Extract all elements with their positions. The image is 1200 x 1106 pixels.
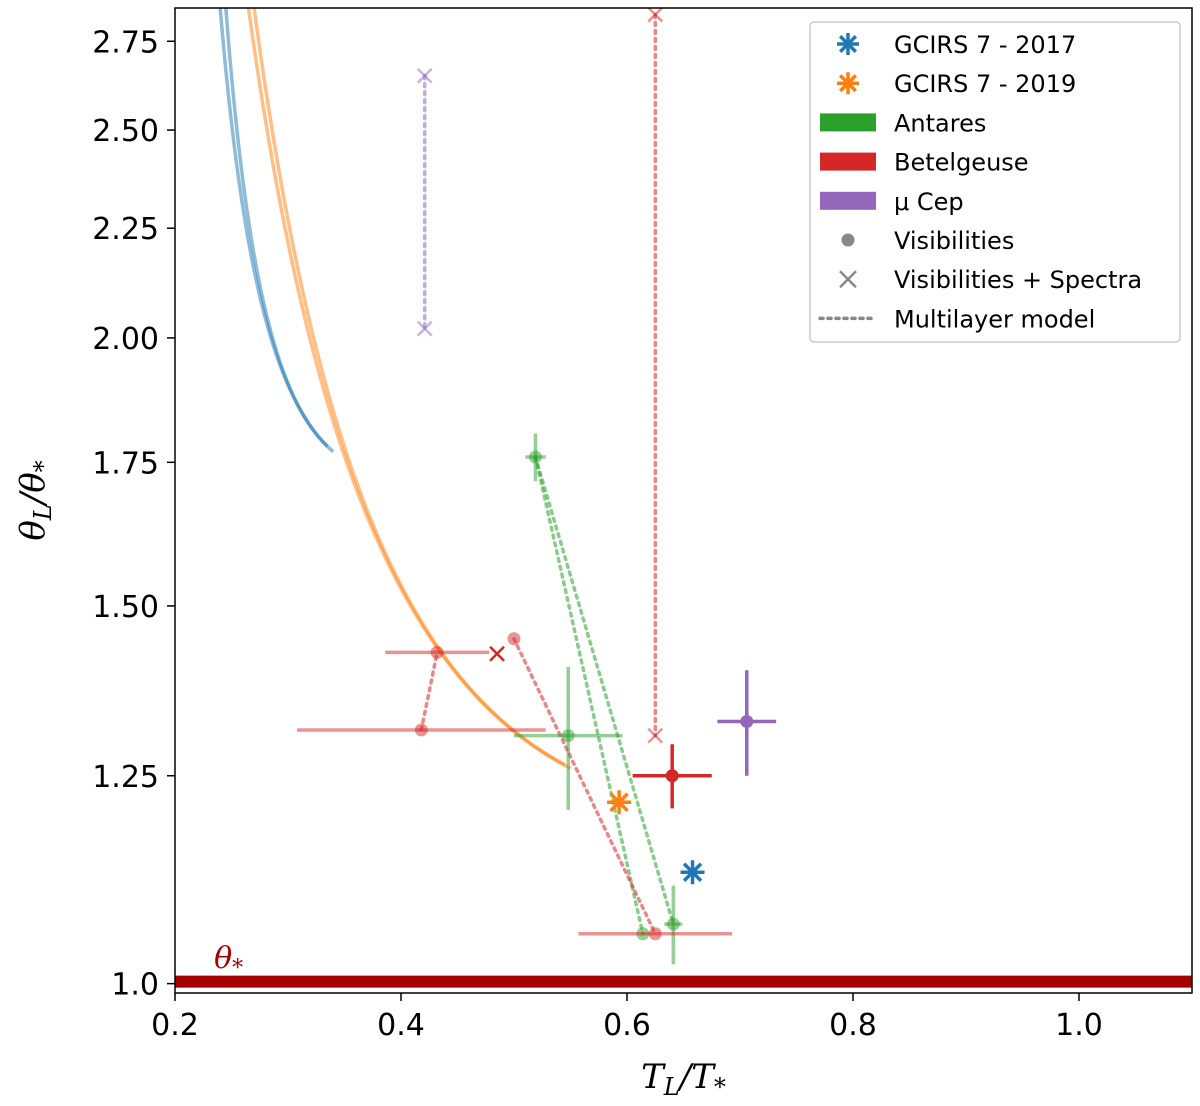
y-tick-label: 2.75 xyxy=(92,25,159,60)
data-point-3-4 xyxy=(507,632,521,646)
data-point-3-6-stroke-b xyxy=(647,8,664,23)
legend-item: GCIRS 7 - 2019 xyxy=(837,70,1076,98)
data-point-3-6 xyxy=(647,8,664,23)
legend-item: Betelgeuse xyxy=(820,149,1029,177)
data-point-4-2-stroke-b xyxy=(416,320,433,337)
y-tick-label: 2.50 xyxy=(92,114,159,149)
data-point-2-0 xyxy=(561,729,575,743)
legend-label: μ Cep xyxy=(894,188,964,216)
legend-star-marker-arm xyxy=(838,34,858,54)
data-point-3-0 xyxy=(665,769,679,783)
data-point-2-2 xyxy=(666,917,680,931)
data-point-2-1 xyxy=(528,450,542,464)
legend-item: μ Cep xyxy=(820,188,964,216)
legend-star-marker xyxy=(837,33,859,55)
multilayer-line-3 xyxy=(512,637,657,936)
plot-area xyxy=(175,8,1192,988)
legend-item: Antares xyxy=(820,109,986,137)
data-point-0-0 xyxy=(680,860,705,885)
multilayer-line-0 xyxy=(533,455,676,926)
x-tick-label: 0.6 xyxy=(603,1008,651,1043)
y-axis-label: θL/θ* xyxy=(13,460,57,540)
x-tick-label: 1.0 xyxy=(1055,1008,1103,1043)
data-point-4-2 xyxy=(416,320,433,337)
legend-star-marker xyxy=(837,72,859,95)
legend: GCIRS 7 - 2017 GCIRS 7 - 2019 Antares Betel… xyxy=(809,21,1181,343)
legend-patch xyxy=(820,191,876,210)
data-point-3-7 xyxy=(647,727,664,744)
data-point-4-1-stroke-b xyxy=(416,67,433,84)
legend-label: GCIRS 7 - 2017 xyxy=(894,31,1076,59)
data-point-1-0 xyxy=(607,790,632,815)
legend-patch xyxy=(820,113,876,132)
axis-ticks: 0.2 0.4 0.6 0.8 1.0 1.0 1.25 1.50 1.75 2.00 2.25 2.… xyxy=(92,25,1103,1043)
legend-item: GCIRS 7 - 2017 xyxy=(837,31,1076,59)
legend-label: Multilayer model xyxy=(894,305,1095,333)
data-point-1-0-arm xyxy=(609,792,629,812)
legend-label: GCIRS 7 - 2019 xyxy=(894,70,1076,98)
data-point-3-7-stroke-b xyxy=(647,727,664,744)
legend-cross-marker xyxy=(839,270,857,289)
multilayer-line-1 xyxy=(533,455,645,936)
data-point-3-3 xyxy=(414,723,428,737)
x-tick-label: 0.4 xyxy=(377,1008,425,1043)
y-tick-label: 2.25 xyxy=(92,212,159,247)
multilayer-line-2 xyxy=(419,650,439,732)
series-betelgeuse xyxy=(297,8,733,941)
axes-frame xyxy=(174,7,1193,994)
data-point-3-1-stroke-b xyxy=(489,645,505,662)
theta-star-annotation: θ* xyxy=(214,941,243,981)
legend-label: Antares xyxy=(894,109,986,137)
curve-0 xyxy=(224,8,329,448)
x-axis-label: TL/T* xyxy=(641,1057,726,1101)
legend-item: Visibilities + Spectra xyxy=(839,266,1142,294)
y-tick-label: 1.0 xyxy=(111,968,159,1003)
series-gcirs-7-2017 xyxy=(680,860,705,885)
legend-item: Visibilities xyxy=(841,227,1014,255)
y-tick-label: 1.75 xyxy=(92,446,159,481)
data-point-3-1 xyxy=(489,645,505,662)
legend-label: Visibilities xyxy=(894,227,1014,255)
legend-dot-marker xyxy=(841,233,855,247)
legend-patch xyxy=(820,152,876,171)
legend-star-marker-arm xyxy=(838,74,858,93)
series-gcirs-7-2019 xyxy=(607,790,632,815)
data-point-3-2 xyxy=(430,645,444,659)
x-tick-label: 0.2 xyxy=(151,1008,199,1043)
legend-label: Visibilities + Spectra xyxy=(894,266,1142,294)
data-point-4-1 xyxy=(416,67,433,84)
series--cep xyxy=(416,67,777,776)
legend-cross-marker-stroke-b xyxy=(839,270,857,289)
legend-label: Betelgeuse xyxy=(894,149,1029,177)
data-point-3-5 xyxy=(648,927,662,941)
y-tick-label: 1.50 xyxy=(92,590,159,625)
x-tick-label: 0.8 xyxy=(829,1008,877,1043)
data-point-0-0-arm xyxy=(682,862,703,882)
curve-3 xyxy=(252,8,566,767)
legend-item: Multilayer model xyxy=(818,305,1095,333)
curve-1 xyxy=(218,8,335,454)
legend-box xyxy=(809,21,1181,343)
data-point-4-0 xyxy=(740,714,754,728)
y-tick-label: 1.25 xyxy=(92,760,159,795)
y-tick-label: 2.00 xyxy=(92,322,159,357)
series-antares xyxy=(514,433,683,965)
